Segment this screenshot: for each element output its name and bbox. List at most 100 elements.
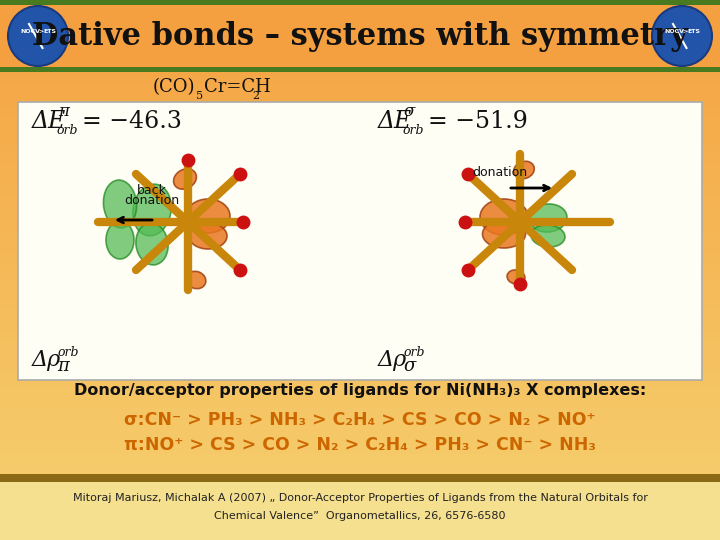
Text: π: π (57, 357, 69, 375)
Bar (0, 53, 720, 60)
Ellipse shape (480, 199, 528, 235)
Bar (0, 424, 720, 432)
Bar (0, 465, 720, 472)
Ellipse shape (106, 221, 134, 259)
Bar (0, 309, 720, 317)
Text: >: > (38, 29, 43, 34)
Text: Dative bonds – systems with symmetry: Dative bonds – systems with symmetry (32, 21, 688, 51)
Bar (0, 242, 720, 249)
Bar (0, 357, 720, 364)
Bar (0, 296, 720, 303)
Bar (0, 471, 720, 480)
Bar (0, 478, 720, 540)
Bar (0, 201, 720, 209)
Bar (0, 505, 720, 513)
Bar (0, 269, 720, 276)
Bar (0, 19, 720, 27)
Bar (0, 60, 720, 68)
Ellipse shape (482, 220, 526, 248)
Bar (0, 485, 720, 492)
Bar (18, 102, 702, 380)
Bar (0, 411, 720, 418)
Bar (0, 114, 720, 122)
Bar (0, 303, 720, 310)
Bar (0, 343, 720, 351)
Bar (0, 181, 720, 189)
Text: Mitoraj Mariusz, Michalak A (2007) „ Donor-Acceptor Properties of Ligands from t: Mitoraj Mariusz, Michalak A (2007) „ Don… (73, 493, 647, 503)
Bar (0, 120, 720, 128)
Ellipse shape (513, 161, 534, 179)
Text: π: π (58, 104, 69, 120)
Bar (0, 316, 720, 324)
Text: 5: 5 (196, 91, 203, 101)
Ellipse shape (174, 169, 197, 189)
Bar (0, 154, 720, 162)
Ellipse shape (104, 180, 137, 228)
Bar (0, 444, 720, 453)
Bar (0, 377, 720, 384)
Bar (0, 107, 720, 115)
Bar (0, 215, 720, 222)
Bar (0, 26, 720, 33)
Bar (0, 73, 720, 81)
Bar (0, 33, 720, 40)
Text: = −51.9: = −51.9 (428, 111, 528, 133)
Text: π:NO⁺ > CS > CO > N₂ > C₂H₄ > PH₃ > CN⁻ > NH₃: π:NO⁺ > CS > CO > N₂ > C₂H₄ > PH₃ > CN⁻ … (124, 436, 596, 454)
Bar (0, 512, 720, 519)
Text: σ:CN⁻ > PH₃ > NH₃ > C₂H₄ > CS > CO > N₂ > NO⁺: σ:CN⁻ > PH₃ > NH₃ > C₂H₄ > CS > CO > N₂ … (124, 411, 596, 429)
Text: (CO): (CO) (153, 78, 195, 96)
Bar (0, 519, 720, 526)
Ellipse shape (531, 225, 565, 247)
Bar (0, 282, 720, 291)
Ellipse shape (189, 223, 227, 249)
Bar (0, 174, 720, 183)
Bar (0, 323, 720, 330)
Bar (0, 404, 720, 411)
Ellipse shape (136, 223, 168, 265)
Bar (0, 6, 720, 14)
Text: σ: σ (404, 104, 415, 120)
Bar (0, 525, 720, 534)
Text: = −46.3: = −46.3 (82, 111, 182, 133)
Bar (0, 127, 720, 135)
Bar (0, 350, 720, 357)
Ellipse shape (652, 6, 712, 66)
Ellipse shape (8, 6, 68, 66)
Text: donation: donation (125, 194, 179, 207)
Text: σ: σ (403, 357, 415, 375)
Bar (0, 195, 720, 202)
Ellipse shape (132, 184, 171, 236)
Bar (0, 458, 720, 465)
Bar (0, 289, 720, 297)
Bar (0, 208, 720, 216)
Ellipse shape (529, 204, 567, 232)
Bar (0, 67, 720, 72)
Bar (0, 532, 720, 540)
Text: orb: orb (402, 124, 423, 137)
Text: >: > (682, 29, 688, 34)
Bar (0, 384, 720, 392)
Bar (0, 161, 720, 168)
Text: back: back (137, 184, 167, 197)
Bar (0, 168, 720, 176)
Ellipse shape (186, 199, 230, 233)
Bar (0, 417, 720, 426)
Bar (0, 451, 720, 459)
Text: Cr=CH: Cr=CH (204, 78, 271, 96)
Text: orb: orb (57, 346, 78, 359)
Bar (0, 370, 720, 378)
Bar (0, 12, 720, 20)
Text: ΔE: ΔE (378, 111, 413, 133)
Text: 2: 2 (252, 91, 259, 101)
Bar (0, 228, 720, 237)
Bar (0, 147, 720, 156)
Text: Δρ: Δρ (378, 349, 408, 371)
Bar (0, 188, 720, 195)
Text: NOCV: NOCV (664, 29, 684, 34)
Text: orb: orb (403, 346, 425, 359)
Text: ETS: ETS (688, 29, 701, 34)
Text: ΔE: ΔE (32, 111, 66, 133)
Bar (0, 0, 720, 72)
Bar (0, 93, 720, 102)
Bar (0, 255, 720, 263)
